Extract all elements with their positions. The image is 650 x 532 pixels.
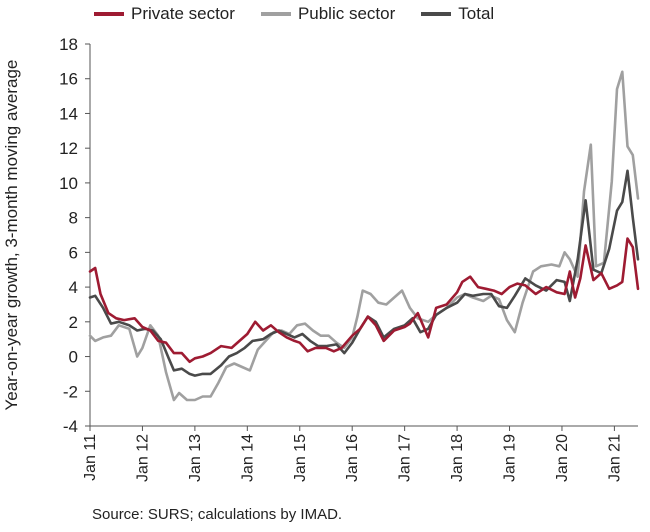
y-tick-label: -2 bbox=[63, 382, 78, 401]
y-tick-label: 6 bbox=[69, 243, 78, 262]
chart-series bbox=[88, 70, 640, 402]
source-note: Source: SURS; calculations by IMAD. bbox=[92, 506, 343, 523]
legend-item-total: Total bbox=[421, 4, 494, 24]
x-tick-label: Jan 12 bbox=[134, 434, 151, 482]
x-tick-label: Jan 21 bbox=[606, 434, 623, 482]
y-tick-label: 4 bbox=[69, 278, 78, 297]
legend-label-total: Total bbox=[458, 4, 495, 23]
legend-label-private: Private sector bbox=[131, 4, 235, 23]
legend-label-public: Public sector bbox=[297, 4, 396, 23]
x-tick-label: Jan 17 bbox=[397, 434, 414, 482]
legend-swatch-total bbox=[421, 12, 452, 16]
x-tick-label: Jan 15 bbox=[292, 434, 309, 482]
series-line-private-sector bbox=[88, 237, 640, 364]
y-tick-label: -4 bbox=[63, 417, 78, 436]
x-tick-label: Jan 18 bbox=[449, 434, 466, 482]
series-line-public-sector bbox=[88, 70, 640, 402]
x-tick-label: Jan 11 bbox=[82, 434, 99, 481]
y-axis-label: Year-on-year growth, 3-month moving aver… bbox=[2, 59, 21, 411]
legend-swatch-private bbox=[94, 12, 124, 16]
y-tick-label: 14 bbox=[59, 104, 78, 123]
y-tick-label: 0 bbox=[69, 348, 78, 367]
legend-item-private: Private sector bbox=[94, 4, 235, 24]
x-tick-label: Jan 16 bbox=[344, 434, 361, 482]
y-tick-label: 2 bbox=[69, 313, 78, 332]
x-tick-label: Jan 20 bbox=[554, 434, 571, 482]
chart-legend: Private sector Public sector Total bbox=[94, 4, 494, 24]
x-tick-label: Jan 13 bbox=[187, 434, 204, 482]
y-tick-label: 10 bbox=[59, 174, 78, 193]
y-tick-label: 12 bbox=[59, 139, 78, 158]
y-tick-label: 8 bbox=[69, 209, 78, 228]
legend-item-public: Public sector bbox=[260, 4, 396, 24]
y-tick-label: 18 bbox=[59, 35, 78, 54]
series-line-total bbox=[88, 169, 640, 377]
x-tick-label: Jan 19 bbox=[502, 434, 519, 482]
y-tick-label: 16 bbox=[59, 70, 78, 89]
x-tick-label: Jan 14 bbox=[239, 434, 256, 482]
legend-swatch-public bbox=[260, 12, 291, 16]
